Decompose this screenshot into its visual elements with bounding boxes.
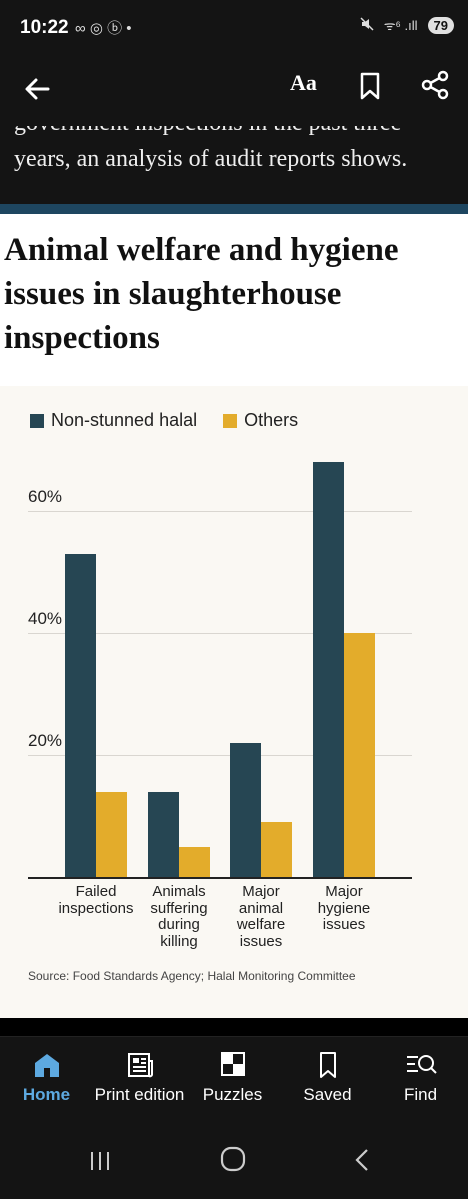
status-right: ᯤ⁶ .ıll 79 — [360, 16, 454, 34]
text-size-button[interactable]: Aa — [290, 70, 317, 95]
nav-print-edition[interactable]: Print edition — [93, 1051, 186, 1105]
nav-puzzles[interactable]: Puzzles — [186, 1051, 279, 1105]
x-axis-baseline — [28, 877, 412, 879]
back-arrow-icon[interactable] — [22, 74, 52, 109]
legend-label: Others — [244, 410, 299, 430]
chart-title-area: Animal welfare and hygiene issues in sla… — [0, 214, 468, 386]
legend-item: Others — [223, 410, 298, 431]
nav-print-edition-label: Print edition — [94, 1085, 185, 1104]
bar — [230, 742, 261, 877]
bottom-navigation: Home Print edition Puzzles Saved Find — [0, 1036, 468, 1120]
signal-icon: ᯤ⁶ .ıll — [383, 18, 418, 33]
bar — [65, 553, 96, 877]
search-list-icon — [374, 1051, 467, 1079]
article-line: years, an analysis of audit reports show… — [14, 146, 408, 172]
nav-find[interactable]: Find — [374, 1051, 467, 1105]
bar — [344, 633, 375, 877]
battery-badge: 79 — [427, 16, 454, 34]
bar-chart: Non-stunned halal Others 60% 40% 20% Failed i… — [0, 386, 468, 1018]
y-tick-label: 40% — [28, 609, 63, 628]
system-navigation — [0, 1120, 468, 1199]
gridline — [28, 755, 412, 756]
bar — [261, 822, 292, 877]
home-icon — [0, 1051, 93, 1079]
x-category-label: Major animal welfare issues — [236, 883, 286, 950]
mute-icon — [360, 16, 374, 34]
bar — [179, 846, 210, 877]
y-tick-label: 60% — [28, 487, 63, 506]
chart-source: Source: Food Standards Agency; Halal Mon… — [28, 969, 356, 983]
y-tick-label: 20% — [28, 731, 63, 750]
status-bar: 10:22 ∞ ◎ ⓑ • ᯤ⁶ .ıll 79 — [0, 0, 468, 56]
x-category-label: Animals suffering during killing — [150, 883, 208, 950]
x-category-label: Major hygiene issues — [317, 883, 371, 933]
chart-plot: 60% 40% 20% Failed inspections Animals sufferi… — [0, 386, 468, 1018]
nav-find-label: Find — [403, 1085, 438, 1104]
section-divider — [0, 204, 468, 214]
nav-home-label: Home — [22, 1085, 71, 1104]
notification-icons: ∞ ◎ ⓑ • — [75, 20, 132, 37]
legend-item: Non-stunned halal — [30, 410, 197, 431]
back-button-icon[interactable] — [354, 1148, 370, 1177]
share-icon[interactable] — [420, 70, 450, 105]
legend-swatch — [223, 413, 238, 428]
app-bar: Aa — [0, 56, 468, 126]
nav-saved[interactable]: Saved — [281, 1051, 374, 1105]
article-body-excerpt: government inspections in the past three… — [0, 126, 468, 204]
puzzle-icon — [186, 1051, 279, 1079]
gridline — [28, 633, 412, 634]
nav-home[interactable]: Home — [0, 1051, 93, 1105]
x-category-label: Failed inspections — [58, 883, 134, 917]
bookmark-icon[interactable] — [358, 72, 382, 105]
article-line-cut: government inspections in the past three — [14, 126, 401, 137]
bar — [313, 462, 344, 877]
legend-swatch — [30, 413, 44, 428]
gridline — [28, 511, 412, 512]
newspaper-icon — [93, 1051, 186, 1079]
legend-label: Non-stunned halal — [51, 410, 198, 430]
chart-title: Animal welfare and hygiene issues in sla… — [4, 232, 399, 356]
chart-legend: Non-stunned halal Others — [30, 410, 324, 431]
home-button-icon[interactable] — [220, 1146, 246, 1177]
bar — [148, 791, 179, 877]
nav-saved-label: Saved — [303, 1085, 352, 1104]
nav-puzzles-label: Puzzles — [202, 1085, 263, 1104]
bookmark-icon — [281, 1051, 374, 1079]
bar — [96, 791, 127, 877]
status-time: 10:22 — [20, 17, 69, 38]
recent-apps-icon[interactable] — [88, 1150, 112, 1177]
